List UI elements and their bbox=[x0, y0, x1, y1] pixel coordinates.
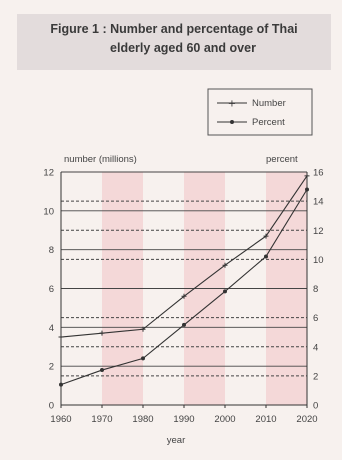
y-left-tick-label-5: 10 bbox=[43, 206, 54, 217]
y-left-tick-label-6: 12 bbox=[43, 168, 54, 179]
point-percent-1980 bbox=[141, 356, 145, 361]
x-tick-label-1: 1970 bbox=[91, 414, 112, 425]
point-percent-1960 bbox=[59, 382, 63, 387]
legend-number-label: Number bbox=[252, 98, 286, 109]
y-left-tick-label-3: 6 bbox=[49, 284, 54, 295]
axes bbox=[60, 172, 308, 408]
tick-labels: 0 2 4 6 8 10 12 0 2 4 6 8 10 12 14 16 1960 1970 1980 1990 20… bbox=[43, 168, 323, 426]
legend-box bbox=[207, 88, 313, 136]
figure-title-line-2: elderly aged 60 and over bbox=[110, 41, 256, 55]
point-percent-1990 bbox=[182, 322, 186, 327]
point-percent-2020 bbox=[305, 187, 309, 192]
y-right-tick-label-1: 2 bbox=[313, 371, 318, 382]
x-tick-label-5: 2010 bbox=[255, 414, 276, 425]
y-right-axis-title: percent bbox=[266, 154, 298, 165]
legend-number-marker: + bbox=[228, 99, 236, 110]
x-tick-label-4: 2000 bbox=[214, 414, 235, 425]
x-tick-label-0: 1960 bbox=[50, 414, 71, 425]
y-right-tick-label-6: 12 bbox=[313, 226, 324, 237]
point-number-2020 bbox=[304, 173, 310, 179]
point-percent-1970 bbox=[100, 368, 104, 373]
y-right-tick-label-7: 14 bbox=[313, 197, 324, 208]
point-number-1960 bbox=[58, 334, 64, 340]
y-right-tick-label-4: 8 bbox=[313, 284, 318, 295]
y-left-tick-label-2: 4 bbox=[49, 323, 54, 334]
point-percent-2010 bbox=[264, 254, 268, 259]
y-right-tick-label-0: 0 bbox=[313, 401, 318, 412]
point-number-2010 bbox=[263, 233, 269, 239]
x-axis-title: year bbox=[167, 435, 185, 446]
y-left-tick-label-0: 0 bbox=[49, 401, 54, 412]
y-left-tick-label-1: 2 bbox=[49, 362, 54, 373]
point-number-1990 bbox=[181, 293, 187, 299]
y-right-tick-label-5: 10 bbox=[313, 255, 324, 266]
point-percent-2000 bbox=[223, 289, 227, 294]
figure-title: Figure 1 : Number and percentage of Thai… bbox=[17, 20, 331, 58]
y-left-tick-label-4: 8 bbox=[49, 245, 54, 256]
legend-percent-marker bbox=[230, 120, 234, 124]
point-number-2000 bbox=[222, 262, 228, 268]
y-right-tick-label-8: 16 bbox=[313, 168, 324, 179]
y-right-tick-label-3: 6 bbox=[313, 313, 318, 324]
x-tick-label-2: 1980 bbox=[132, 414, 153, 425]
x-tick-label-6: 2020 bbox=[296, 414, 317, 425]
figure-title-line-1: Figure 1 : Number and percentage of Thai bbox=[50, 22, 298, 36]
y-right-tick-label-2: 4 bbox=[313, 342, 318, 353]
legend: + Number Percent bbox=[207, 88, 313, 136]
series-group bbox=[58, 173, 310, 387]
legend-percent-label: Percent bbox=[252, 117, 285, 128]
figure-header: Figure 1 : Number and percentage of Thai… bbox=[17, 14, 331, 70]
x-tick-label-3: 1990 bbox=[173, 414, 194, 425]
y-left-axis-title: number (millions) bbox=[64, 154, 137, 165]
point-number-1980 bbox=[140, 326, 146, 332]
point-number-1970 bbox=[99, 330, 105, 336]
